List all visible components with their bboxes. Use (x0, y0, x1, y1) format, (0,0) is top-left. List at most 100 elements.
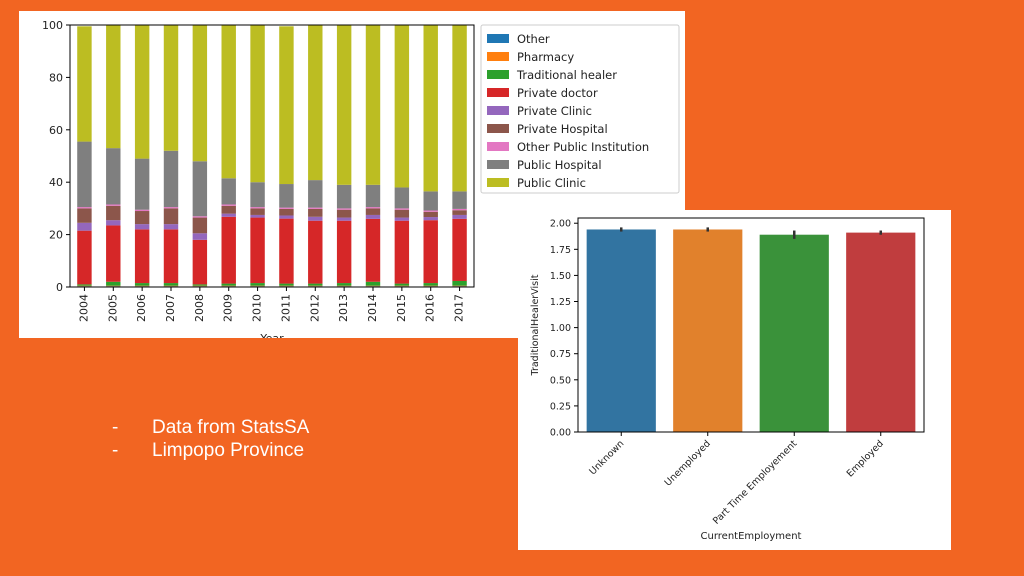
legend-swatch (487, 160, 509, 169)
bar-segment (192, 284, 208, 286)
bar-segment (192, 161, 208, 217)
plot-frame (577, 217, 925, 433)
bar (759, 234, 829, 432)
bar-segment (394, 217, 410, 221)
legend-label: Public Clinic (517, 176, 586, 190)
bar-segment (221, 216, 236, 284)
bar-segment (163, 285, 179, 287)
bar-segment (365, 207, 381, 209)
bar-segment (250, 214, 265, 218)
legend-label: Pharmacy (517, 50, 574, 64)
legend-box (480, 24, 680, 194)
bar-segment (308, 208, 323, 217)
bar-segment (365, 218, 381, 282)
bar-segment (250, 208, 265, 215)
legend-label: Other (517, 32, 550, 46)
bullet-item: - Limpopo Province (112, 440, 305, 461)
bar-segment (163, 25, 179, 151)
bar-segment (250, 217, 265, 284)
bullet-list: - Data from StatsSA - Limpopo Province (112, 416, 309, 462)
bar-segment (336, 209, 352, 218)
bar-segment (106, 220, 121, 226)
y-tick-label: 1.00 (550, 323, 571, 334)
bar-segment (134, 229, 150, 284)
y-tick-label: 0.75 (550, 349, 571, 360)
bar-segment (77, 207, 92, 209)
bar-segment (452, 214, 467, 219)
bar-segment (221, 205, 236, 214)
bar-segment (365, 208, 381, 215)
bar-segment (163, 207, 179, 209)
y-tick-label: 0.25 (550, 401, 571, 412)
bar-segment (192, 233, 208, 240)
bar-segment (134, 283, 150, 286)
bar-segment (134, 158, 150, 210)
x-tick-label: Unknown (587, 438, 626, 477)
bar-segment (163, 208, 179, 225)
bar-segment (163, 283, 179, 286)
bar-segment (394, 283, 410, 286)
bar-segment (308, 283, 323, 286)
bar-segment (279, 26, 294, 185)
y-tick-label: 0 (56, 281, 63, 294)
bar-segment (452, 191, 467, 209)
bar-segment (452, 210, 467, 215)
bar-segment (221, 213, 236, 217)
x-axis-label: CurrentEmployment (701, 531, 802, 542)
bar-segment (134, 285, 150, 287)
bar-segment (77, 230, 92, 285)
bar-segment (365, 184, 381, 208)
bar-segment (192, 25, 208, 162)
bar-segment (308, 25, 323, 181)
y-tick-label: 80 (49, 71, 63, 84)
bar-segment (336, 25, 352, 185)
bar-segment (365, 214, 381, 219)
y-tick-label: 100 (42, 19, 63, 32)
bar-segment (336, 184, 352, 209)
x-tick-label: 2012 (308, 294, 321, 322)
legend-swatch (487, 88, 509, 97)
bar-segment (221, 178, 236, 205)
bar-segment (452, 218, 467, 281)
bar-segment (106, 285, 121, 287)
bar (673, 229, 743, 432)
bar-segment (279, 283, 294, 286)
bar-segment (365, 25, 381, 185)
bar-segment (250, 25, 265, 183)
bullet-text: Limpopo Province (152, 440, 305, 461)
bar-segment (250, 283, 265, 286)
legend-swatch (487, 106, 509, 115)
bar-segment (423, 210, 438, 212)
y-tick-label: 20 (49, 229, 63, 242)
bar-segment (106, 148, 121, 205)
bar-segment (106, 204, 121, 206)
bar-segment (106, 205, 121, 221)
bar-segment (221, 285, 236, 287)
bar-segment (365, 285, 381, 287)
y-axis-label: TraditionalHealerVisit (530, 274, 541, 376)
legend-label: Public Hospital (517, 158, 602, 172)
bar-segment (423, 283, 438, 286)
bar-segment (394, 187, 410, 209)
stacked-bar-chart-panel: 2004 2005 2006 2007 2008 2009 2010 2011 2012 2013… (19, 11, 685, 338)
bullet-text: Data from StatsSA (152, 417, 310, 438)
y-tick-label: 0.50 (550, 375, 571, 386)
bar-segment (452, 25, 467, 192)
bar-segment (423, 220, 438, 284)
bar-segment (106, 25, 121, 149)
x-tick-label: 2013 (337, 294, 350, 322)
employment-bar-chart-panel: Unknown Unemployed Part Time Employement Em… (518, 210, 951, 550)
bar-segment (192, 217, 208, 234)
bar-segment (452, 208, 467, 211)
bar (586, 229, 656, 432)
x-tick-label: 2016 (424, 294, 437, 322)
x-tick-label: Unemployed (663, 438, 713, 488)
bar-segment (336, 220, 352, 284)
bar-segment (77, 285, 92, 287)
y-tick-label: 40 (49, 176, 63, 189)
bar-segment (279, 184, 294, 208)
x-tick-label: 2014 (366, 294, 379, 322)
y-tick-label: 1.50 (550, 271, 571, 282)
bar-segment (279, 285, 294, 287)
bar-segment (336, 283, 352, 286)
